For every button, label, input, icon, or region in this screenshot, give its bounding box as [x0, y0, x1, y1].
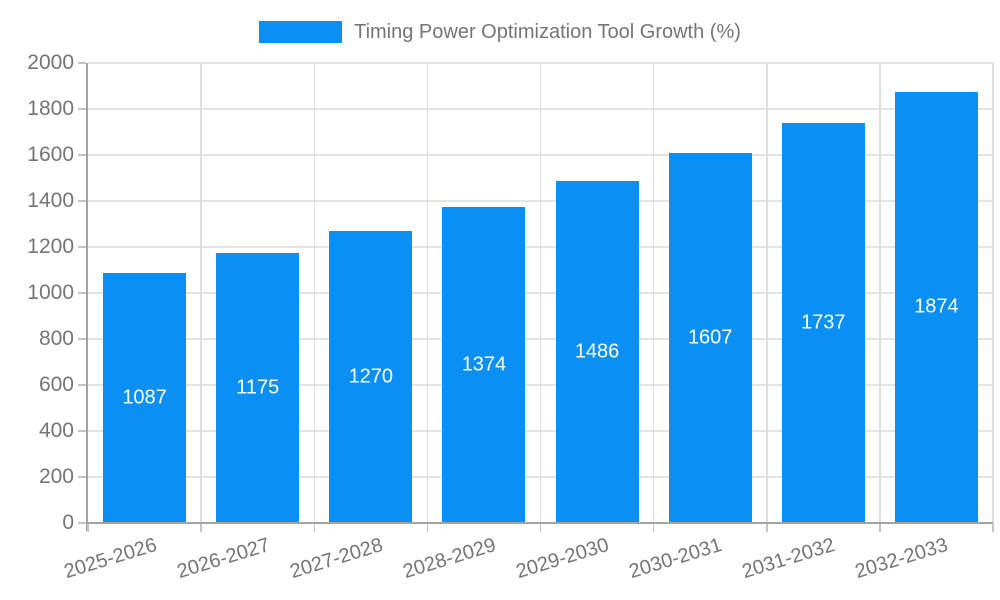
y-tick-label: 800 [38, 327, 74, 350]
x-tick-label: 2026-2027 [174, 534, 273, 584]
bar[interactable] [216, 252, 300, 523]
y-axis-tick [78, 522, 86, 524]
bar-value-label: 1270 [348, 365, 394, 388]
y-axis-tick [78, 338, 86, 340]
bar-value-label: 1737 [801, 311, 846, 334]
bar-value-label: 1374 [461, 353, 507, 376]
legend[interactable]: Timing Power Optimization Tool Growth (%… [0, 20, 1000, 44]
y-tick-label: 200 [38, 465, 74, 488]
gridline-vertical [313, 63, 315, 523]
bar[interactable] [442, 206, 526, 523]
bar[interactable] [781, 123, 865, 523]
y-axis-tick [78, 62, 86, 64]
x-axis-line [86, 522, 993, 524]
gridline-vertical [426, 63, 429, 523]
x-axis-tick [652, 524, 655, 532]
bar[interactable] [329, 230, 413, 523]
y-tick-label: 2000 [27, 51, 74, 74]
legend-label: Timing Power Optimization Tool Growth (%… [354, 21, 741, 43]
x-axis-tick [992, 524, 994, 532]
y-axis-tick [78, 292, 86, 294]
gridline-vertical [879, 63, 881, 523]
x-axis-tick [766, 524, 768, 532]
y-axis-tick [78, 384, 86, 386]
gridline-vertical [652, 63, 655, 523]
x-axis-tick [200, 524, 202, 532]
bar-value-label: 1607 [687, 326, 733, 349]
y-axis-line [86, 63, 88, 531]
x-tick-label: 2028-2029 [400, 534, 499, 584]
y-tick-label: 1600 [27, 143, 74, 166]
x-axis-tick [539, 524, 542, 532]
bar-value-label: 1175 [236, 376, 280, 399]
y-axis-tick [78, 246, 86, 248]
x-axis-tick [879, 524, 881, 532]
legend-swatch [259, 21, 343, 43]
y-tick-label: 1200 [27, 235, 74, 258]
y-axis-tick [78, 154, 86, 156]
gridline-vertical [992, 63, 994, 523]
bar-value-label: 1087 [122, 386, 167, 409]
bar[interactable] [555, 181, 639, 523]
gridline-vertical [766, 63, 768, 523]
y-axis-tick [78, 108, 86, 110]
gridline-vertical [200, 63, 202, 523]
gridline-vertical [539, 63, 542, 523]
y-tick-label: 600 [38, 373, 74, 396]
y-tick-label: 400 [38, 419, 74, 442]
x-tick-label: 2025-2026 [61, 534, 159, 584]
bar[interactable] [103, 272, 187, 523]
y-tick-label: 0 [62, 511, 74, 534]
y-tick-label: 1000 [27, 281, 74, 304]
x-tick-label: 2030-2031 [626, 534, 725, 584]
x-axis-tick [313, 524, 315, 532]
x-axis-tick [426, 524, 429, 532]
x-tick-label: 2029-2030 [513, 534, 612, 584]
bar-value-label: 1874 [914, 295, 959, 318]
x-axis-tick [87, 524, 89, 532]
y-tick-label: 1400 [27, 189, 74, 212]
x-tick-label: 2032-2033 [852, 534, 951, 584]
bar-value-label: 1486 [574, 340, 620, 363]
y-tick-label: 1800 [27, 97, 74, 120]
bar[interactable] [668, 153, 752, 523]
x-tick-label: 2031-2032 [739, 534, 838, 584]
bar[interactable] [894, 91, 978, 523]
x-tick-label: 2027-2028 [287, 534, 386, 584]
y-axis-tick [78, 200, 86, 202]
y-axis-tick [78, 476, 86, 478]
y-axis-tick [78, 430, 86, 432]
